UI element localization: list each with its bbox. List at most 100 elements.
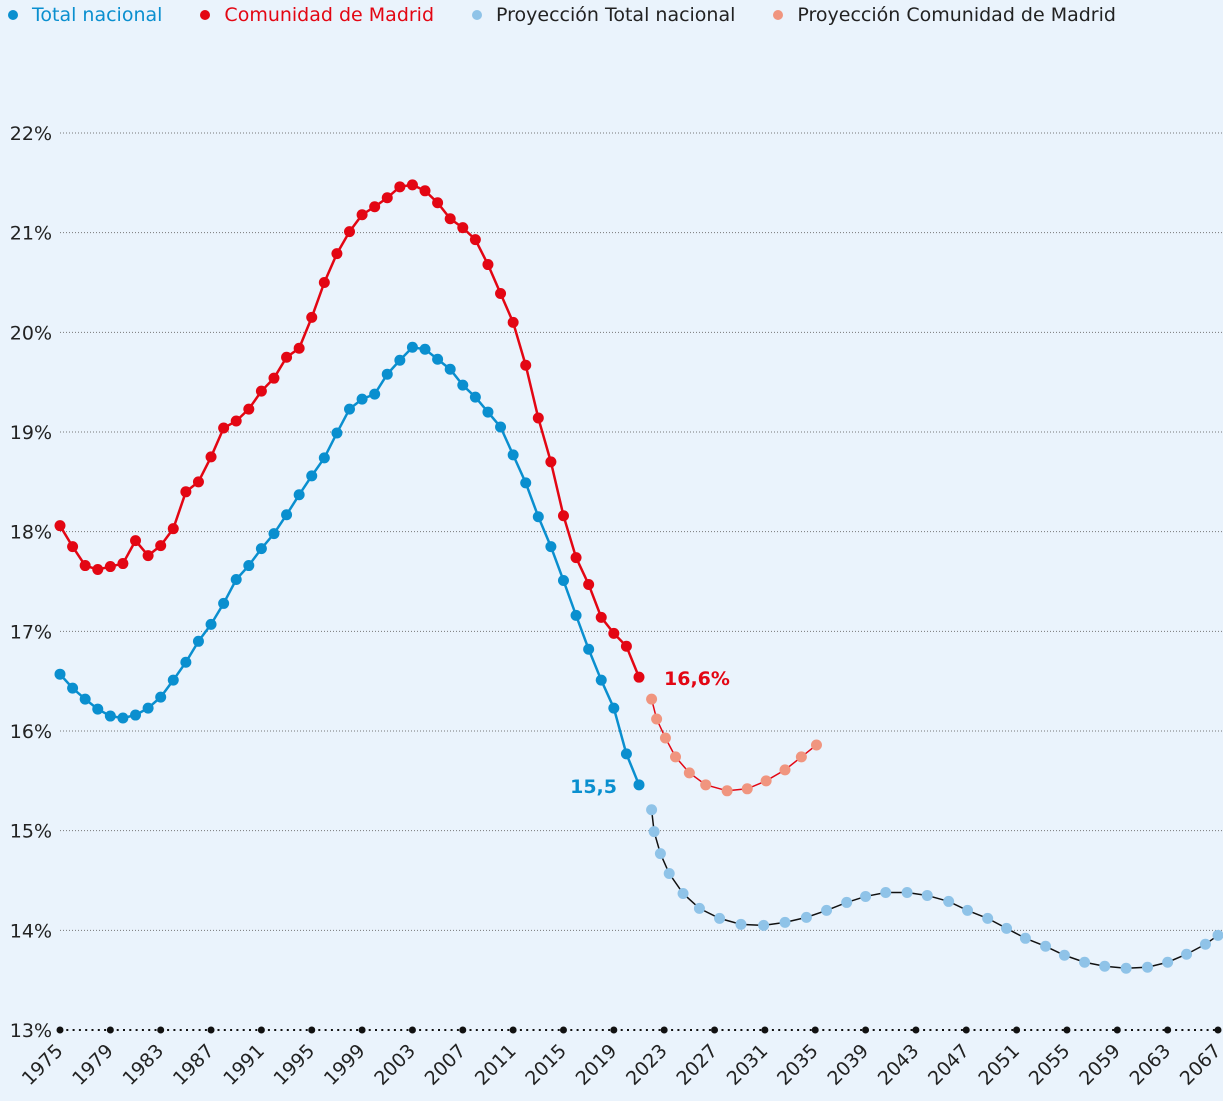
data-point xyxy=(482,259,494,271)
data-point xyxy=(167,674,179,686)
x-tick-label: 2007 xyxy=(421,1040,471,1090)
x-tick-label: 2035 xyxy=(773,1040,823,1090)
data-point xyxy=(880,886,892,898)
data-point xyxy=(130,535,142,547)
x-tick-dot xyxy=(711,1026,719,1034)
data-point xyxy=(469,234,481,246)
y-tick-label: 13% xyxy=(10,1020,52,1042)
legend-item: Comunidad de Madrid xyxy=(200,4,434,26)
data-point xyxy=(255,385,267,397)
y-tick-label: 19% xyxy=(10,422,52,444)
series-line xyxy=(650,698,817,792)
data-point xyxy=(921,889,933,901)
legend: Total nacional Comunidad de Madrid Proyecc… xyxy=(8,4,1116,26)
data-point xyxy=(608,627,620,639)
data-point xyxy=(495,287,507,299)
data-point xyxy=(356,209,368,221)
x-tick-label: 2003 xyxy=(370,1040,420,1090)
x-tick-label: 2039 xyxy=(823,1040,873,1090)
x-tick-label: 2019 xyxy=(572,1040,622,1090)
data-point xyxy=(595,611,607,623)
data-point xyxy=(583,643,595,655)
data-point xyxy=(230,574,242,586)
data-point xyxy=(810,739,822,751)
data-point xyxy=(620,640,632,652)
data-point xyxy=(394,181,406,193)
data-point xyxy=(444,213,456,225)
data-point xyxy=(608,702,620,714)
x-tick-label: 2067 xyxy=(1176,1040,1223,1090)
data-point xyxy=(532,511,544,523)
data-point xyxy=(1120,962,1132,974)
end-label: 15,5 xyxy=(570,776,617,798)
data-point xyxy=(779,916,791,928)
data-point xyxy=(117,712,129,724)
data-point xyxy=(741,783,753,795)
series-line xyxy=(58,183,641,678)
x-tick-label: 1983 xyxy=(118,1040,168,1090)
data-point xyxy=(381,368,393,380)
x-tick-label: 2043 xyxy=(874,1040,924,1090)
legend-item: Proyección Comunidad de Madrid xyxy=(773,4,1116,26)
y-tick-label: 17% xyxy=(10,621,52,643)
data-point xyxy=(92,564,104,576)
data-point xyxy=(79,560,91,572)
x-tick-dot xyxy=(1113,1026,1121,1034)
data-point xyxy=(659,732,671,744)
data-point xyxy=(268,372,280,384)
data-point xyxy=(532,412,544,424)
data-point xyxy=(714,912,726,924)
x-tick-label: 1987 xyxy=(169,1040,219,1090)
data-point xyxy=(356,393,368,405)
data-point xyxy=(1058,949,1070,961)
y-tick-label: 15% xyxy=(10,821,52,843)
data-point xyxy=(281,509,293,521)
x-tick-dot xyxy=(358,1026,366,1034)
data-point xyxy=(646,804,658,816)
data-point xyxy=(841,896,853,908)
x-tick-label: 2011 xyxy=(471,1040,521,1090)
data-point xyxy=(1019,932,1031,944)
data-point xyxy=(800,911,812,923)
data-point xyxy=(230,415,242,427)
data-point xyxy=(243,560,255,572)
legend-label: Comunidad de Madrid xyxy=(224,4,435,26)
data-point xyxy=(1099,960,1111,972)
data-point xyxy=(860,890,872,902)
x-tick-dot xyxy=(811,1026,819,1034)
data-point xyxy=(92,703,104,715)
x-tick-dot xyxy=(308,1026,316,1034)
x-tick-dot xyxy=(1214,1026,1222,1034)
data-point xyxy=(495,421,507,433)
x-tick-label: 1999 xyxy=(320,1040,370,1090)
data-point xyxy=(192,635,204,647)
data-point xyxy=(670,751,682,763)
data-point xyxy=(344,403,355,415)
x-tick-dot xyxy=(862,1026,870,1034)
data-point xyxy=(693,902,705,914)
x-tick-dot xyxy=(761,1026,769,1034)
legend-dot xyxy=(8,10,18,20)
data-point xyxy=(469,391,481,403)
x-tick-dot xyxy=(1063,1026,1071,1034)
x-tick-label: 2051 xyxy=(974,1040,1024,1090)
data-point xyxy=(570,609,582,621)
x-tick-label: 1975 xyxy=(18,1040,68,1090)
data-point xyxy=(142,550,154,562)
data-point xyxy=(54,668,66,680)
data-point xyxy=(130,709,142,721)
legend-dot xyxy=(773,10,784,20)
x-tick-label: 2055 xyxy=(1025,1040,1075,1090)
data-point xyxy=(779,764,791,776)
x-tick-dot xyxy=(408,1026,416,1034)
x-tick-dot xyxy=(257,1026,265,1034)
data-point xyxy=(104,710,116,722)
data-point xyxy=(633,779,645,791)
data-point xyxy=(648,826,660,838)
y-tick-label: 21% xyxy=(10,223,52,245)
data-point xyxy=(369,201,381,213)
data-point xyxy=(1142,961,1154,973)
data-point xyxy=(683,767,695,779)
